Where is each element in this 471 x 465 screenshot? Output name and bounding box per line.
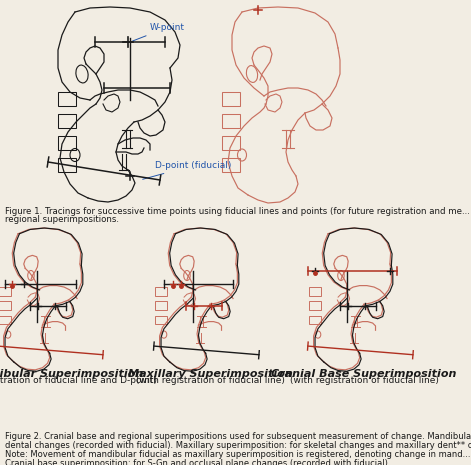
Text: Cranial base superimposition: for S-Gn and occlusal plane changes (recorded with: Cranial base superimposition: for S-Gn a… (5, 459, 390, 465)
Bar (0, 287, 11, 296)
Text: Figure 2. Cranial base and regional superimpositions used for subsequent measure: Figure 2. Cranial base and regional supe… (5, 432, 471, 441)
Bar (222, 114, 240, 128)
Text: regional superimpositions.: regional superimpositions. (5, 215, 119, 224)
Bar (0, 301, 11, 310)
Text: Figure 1. Tracings for successive time points using fiducial lines and points (f: Figure 1. Tracings for successive time p… (5, 207, 471, 216)
Text: (with registration of fiducial line): (with registration of fiducial line) (136, 376, 284, 385)
Bar (155, 287, 167, 296)
Text: W-point: W-point (133, 23, 185, 41)
Bar (58, 114, 76, 128)
Bar (58, 136, 76, 150)
Bar (0, 316, 11, 325)
Bar (309, 287, 321, 296)
Bar (309, 301, 321, 310)
Bar (222, 136, 240, 150)
Bar (155, 301, 167, 310)
Text: (with registration of fiducial line and D-point): (with registration of fiducial line and … (0, 376, 156, 385)
Text: Note: Movement of mandibular fiducial as maxillary superimposition is registered: Note: Movement of mandibular fiducial as… (5, 450, 471, 459)
Text: Mandibular Superimposition: Mandibular Superimposition (0, 369, 143, 379)
Text: Cranial Base Superimposition: Cranial Base Superimposition (271, 369, 457, 379)
Bar (222, 158, 240, 172)
Bar (58, 92, 76, 106)
Bar (222, 92, 240, 106)
Bar (58, 158, 76, 172)
Text: Maxillary Superimposition: Maxillary Superimposition (128, 369, 292, 379)
Bar (309, 316, 321, 325)
Text: (with registration of fiducial line): (with registration of fiducial line) (290, 376, 439, 385)
Text: D-point (fiducial): D-point (fiducial) (143, 161, 231, 179)
Text: dental changes (recorded with fiducial). Maxillary superimposition: for skeletal: dental changes (recorded with fiducial).… (5, 441, 471, 450)
Bar (155, 316, 167, 325)
